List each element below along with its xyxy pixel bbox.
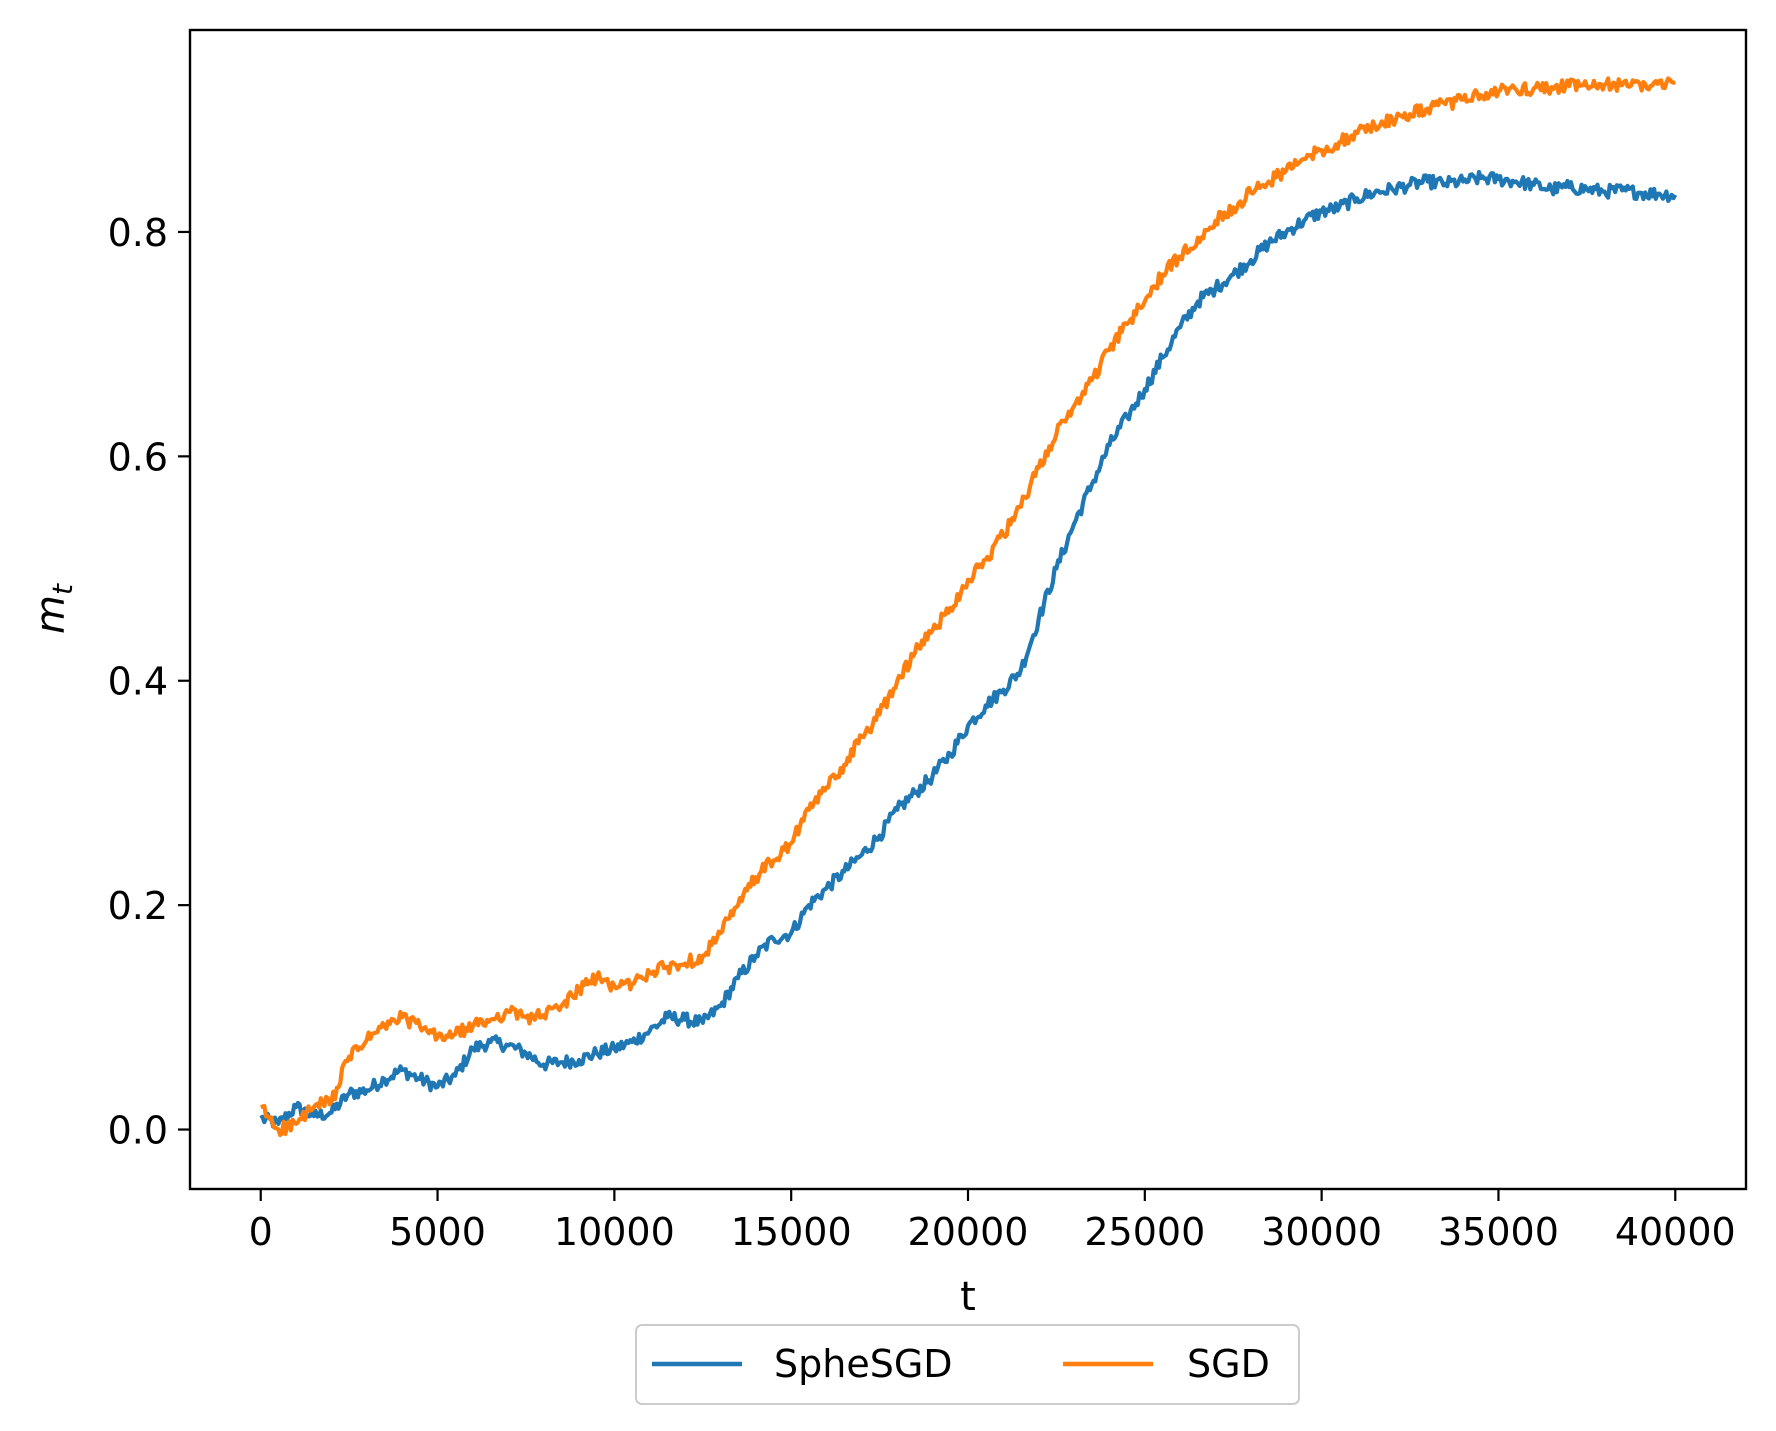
y-tick-label: 0.8 (108, 211, 168, 255)
legend: SpheSGD SGD (635, 1324, 1300, 1405)
x-tick-label: 0 (249, 1210, 273, 1254)
series-line-sgd (260, 76, 1676, 1138)
x-tick-label: 25000 (1084, 1210, 1205, 1254)
y-tick-label: 0.4 (108, 660, 168, 704)
series-layer (259, 76, 1678, 1138)
legend-label-sphesgd: SpheSGD (774, 1342, 953, 1386)
y-axis: 0.0 0.2 0.4 0.6 0.8 (108, 211, 190, 1153)
y-tick-label: 0.0 (108, 1109, 168, 1153)
y-axis-label: mt (28, 583, 79, 634)
y-axis-label-main: m (28, 595, 74, 634)
x-tick-label: 15000 (731, 1210, 852, 1254)
series-line-sphesgd (259, 169, 1678, 1129)
x-axis-label: t (960, 1274, 976, 1320)
legend-label-sgd: SGD (1187, 1342, 1270, 1386)
x-tick-label: 5000 (389, 1210, 486, 1254)
y-tick-label: 0.6 (108, 435, 168, 479)
y-axis-label-subscript: t (46, 583, 79, 595)
x-axis: 0 5000 10000 15000 20000 25000 30000 35000 40000 (249, 1189, 1736, 1254)
y-tick-label: 0.2 (108, 884, 168, 928)
x-tick-label: 40000 (1615, 1210, 1736, 1254)
x-tick-label: 30000 (1261, 1210, 1382, 1254)
x-tick-label: 35000 (1438, 1210, 1559, 1254)
x-tick-label: 20000 (908, 1210, 1029, 1254)
legend-box (635, 1324, 1300, 1405)
x-tick-label: 10000 (554, 1210, 675, 1254)
